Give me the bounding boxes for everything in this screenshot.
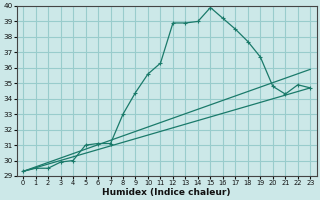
X-axis label: Humidex (Indice chaleur): Humidex (Indice chaleur) xyxy=(102,188,231,197)
